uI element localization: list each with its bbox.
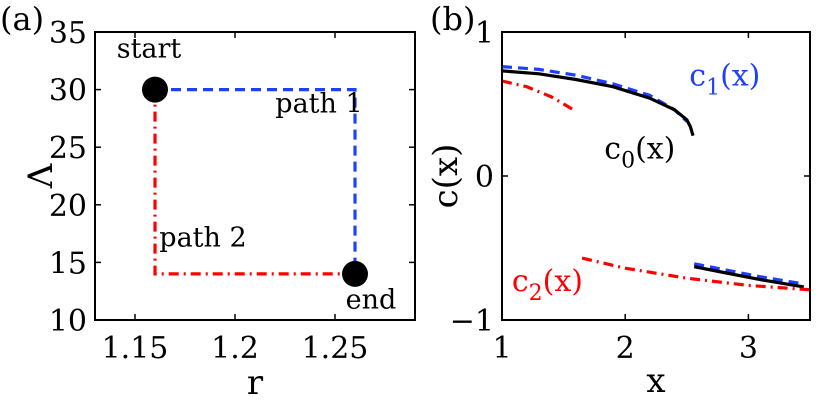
path-1-line (155, 87, 357, 274)
b-ytick-label: −1 (450, 304, 494, 339)
a-ytick-label: 20 (49, 189, 87, 224)
a-ytick-label: 35 (49, 16, 87, 51)
panel-b-marks (501, 65, 811, 292)
c2(x)-curve-branch-1 (501, 79, 577, 113)
a-xtick-label: 1.25 (302, 331, 369, 366)
c1-sub: 1 (706, 75, 720, 100)
c0-sub: 0 (621, 149, 635, 174)
c1-tail: (x) (720, 58, 760, 93)
panel-a-marks (142, 76, 368, 287)
b-xtick-label: 1 (492, 331, 511, 366)
c0(x)-curve-branch-1 (501, 69, 695, 137)
start-marker (142, 76, 168, 103)
a-xtick-label: 1.15 (102, 331, 169, 366)
end-annotation: end (346, 284, 397, 315)
c2-annotation: c2(x) (512, 264, 583, 306)
c1(x)-curve-branch-2 (693, 262, 805, 286)
c0-base: c (604, 132, 621, 167)
c1-base: c (689, 58, 706, 93)
b-xtick-label: 2 (616, 331, 635, 366)
panel-a-xlabel: r (247, 363, 264, 403)
panel-b: (b) 1 2 3−101 x c(x) c1(x) c0(x) c2(x) (426, 0, 811, 401)
a-ytick-label: 25 (49, 131, 87, 166)
path-1-annotation: path 1 (275, 89, 362, 120)
c2(x)-curve-branch-2 (581, 256, 811, 292)
c2-base: c (512, 264, 529, 299)
c1-annotation: c1(x) (689, 58, 760, 100)
a-ytick-label: 30 (49, 74, 87, 109)
c0-tail: (x) (635, 132, 675, 167)
path-2-annotation: path 2 (159, 222, 246, 253)
c2-sub: 2 (529, 281, 543, 306)
b-ytick-label: 1 (475, 16, 494, 51)
b-ytick-label: 0 (475, 160, 494, 195)
c2-tail: (x) (543, 264, 583, 299)
start-annotation: start (117, 33, 182, 64)
end-marker (342, 260, 368, 287)
c0(x)-curve-branch-2 (693, 265, 805, 289)
panel-a-frame (94, 31, 416, 321)
a-xtick-label: 1.2 (211, 331, 259, 366)
panel-b-label: (b) (430, 0, 475, 38)
c1(x)-curve-branch-1 (501, 65, 688, 123)
panel-b-ylabel: c(x) (426, 144, 466, 209)
panel-a: (a) 1.15 1.2 1.25 10 15 20 25 30 35 r Λ start en… (0, 0, 416, 403)
a-ytick-label: 15 (49, 246, 87, 281)
panel-a-ticks: 1.15 1.2 1.25 10 15 20 25 30 35 (49, 16, 415, 366)
panel-a-ylabel: Λ (21, 163, 61, 189)
c0-annotation: c0(x) (604, 132, 675, 174)
path-2-line (153, 89, 355, 276)
a-ytick-label: 10 (49, 304, 87, 339)
panel-a-label: (a) (0, 0, 44, 38)
panel-b-frame (501, 31, 811, 321)
b-xtick-label: 3 (739, 331, 758, 366)
panel-b-xlabel: x (646, 361, 665, 401)
